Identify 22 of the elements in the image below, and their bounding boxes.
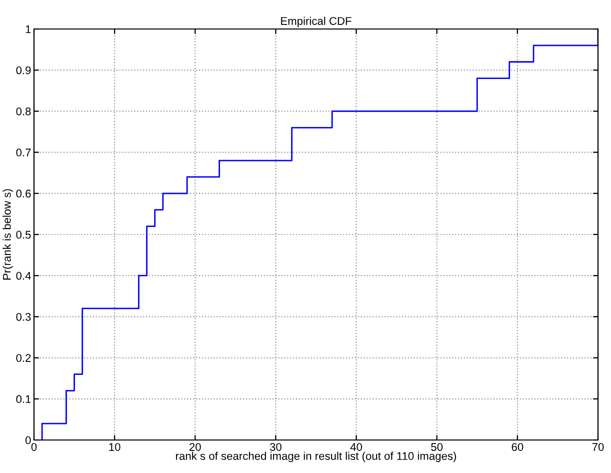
y-tick-label: 0.9 <box>16 66 31 74</box>
y-tick-label: 0.6 <box>16 190 31 198</box>
x-tick-label: 0 <box>31 443 37 451</box>
y-tick-label: 0.1 <box>16 395 31 404</box>
x-tick-label: 40 <box>350 443 362 451</box>
y-tick-label: 0.5 <box>16 230 31 239</box>
y-axis-title: Pr(rank is below s) <box>2 189 13 280</box>
x-tick-label: 10 <box>109 443 120 451</box>
y-tick-label: 0 <box>25 436 31 444</box>
y-tick-label: 0.8 <box>16 107 31 116</box>
x-axis-title: rank s of searched image in result list (out of 110 images) <box>176 452 456 462</box>
y-tick-label: 0.3 <box>16 312 31 321</box>
x-tick-label: 20 <box>190 443 201 451</box>
x-tick-label: 60 <box>512 443 524 451</box>
chart-title: Empirical CDF <box>281 16 352 28</box>
x-tick-label: 30 <box>270 443 282 451</box>
y-tick-label: 1 <box>26 25 31 34</box>
y-tick-label: 0.4 <box>16 272 31 280</box>
x-tick-label: 70 <box>592 443 604 451</box>
x-tick-label: 50 <box>431 443 443 451</box>
y-tick-label: 0.2 <box>16 354 31 362</box>
y-tick-label: 0.7 <box>16 148 31 156</box>
